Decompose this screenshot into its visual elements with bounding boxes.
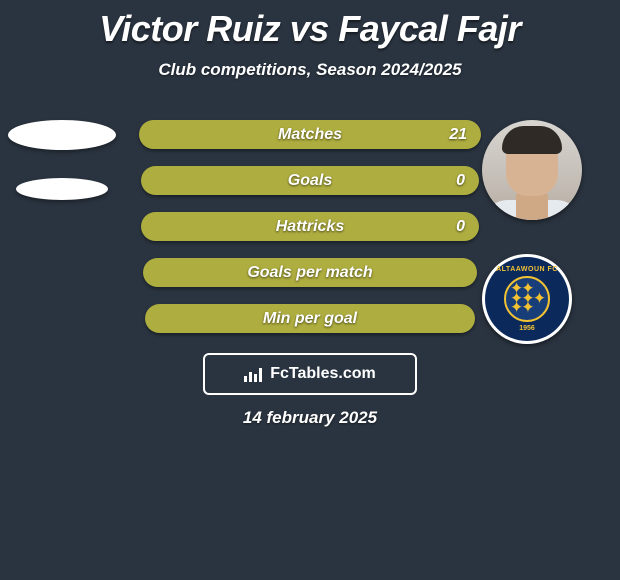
- bar-chart-icon: [244, 366, 264, 382]
- stat-label: Min per goal: [263, 310, 357, 328]
- stat-label: Goals: [288, 172, 332, 190]
- stat-row: Min per goal: [0, 304, 620, 333]
- stat-label: Goals per match: [247, 264, 372, 282]
- branding-box: FcTables.com: [203, 353, 417, 395]
- stat-label: Matches: [278, 126, 342, 144]
- comparison-title: Victor Ruiz vs Faycal Fajr: [0, 0, 620, 50]
- stat-bar: Goals 0: [141, 166, 479, 195]
- stat-bar: Hattricks 0: [141, 212, 479, 241]
- stat-bar: Min per goal: [145, 304, 475, 333]
- stat-bar: Matches 21: [139, 120, 481, 149]
- stat-value-right: 0: [456, 218, 465, 236]
- season-subtitle: Club competitions, Season 2024/2025: [0, 60, 620, 80]
- stat-row: Matches 21: [0, 120, 620, 149]
- stat-row: Goals per match: [0, 258, 620, 287]
- stat-row: Hattricks 0: [0, 212, 620, 241]
- branding-text: FcTables.com: [270, 365, 376, 383]
- snapshot-date: 14 february 2025: [0, 408, 620, 428]
- stats-bars: Matches 21 Goals 0 Hattricks 0 Goals per match…: [0, 120, 620, 350]
- stat-value-right: 0: [456, 172, 465, 190]
- stat-bar: Goals per match: [143, 258, 477, 287]
- stat-row: Goals 0: [0, 166, 620, 195]
- stat-label: Hattricks: [276, 218, 344, 236]
- stat-value-right: 21: [449, 126, 467, 144]
